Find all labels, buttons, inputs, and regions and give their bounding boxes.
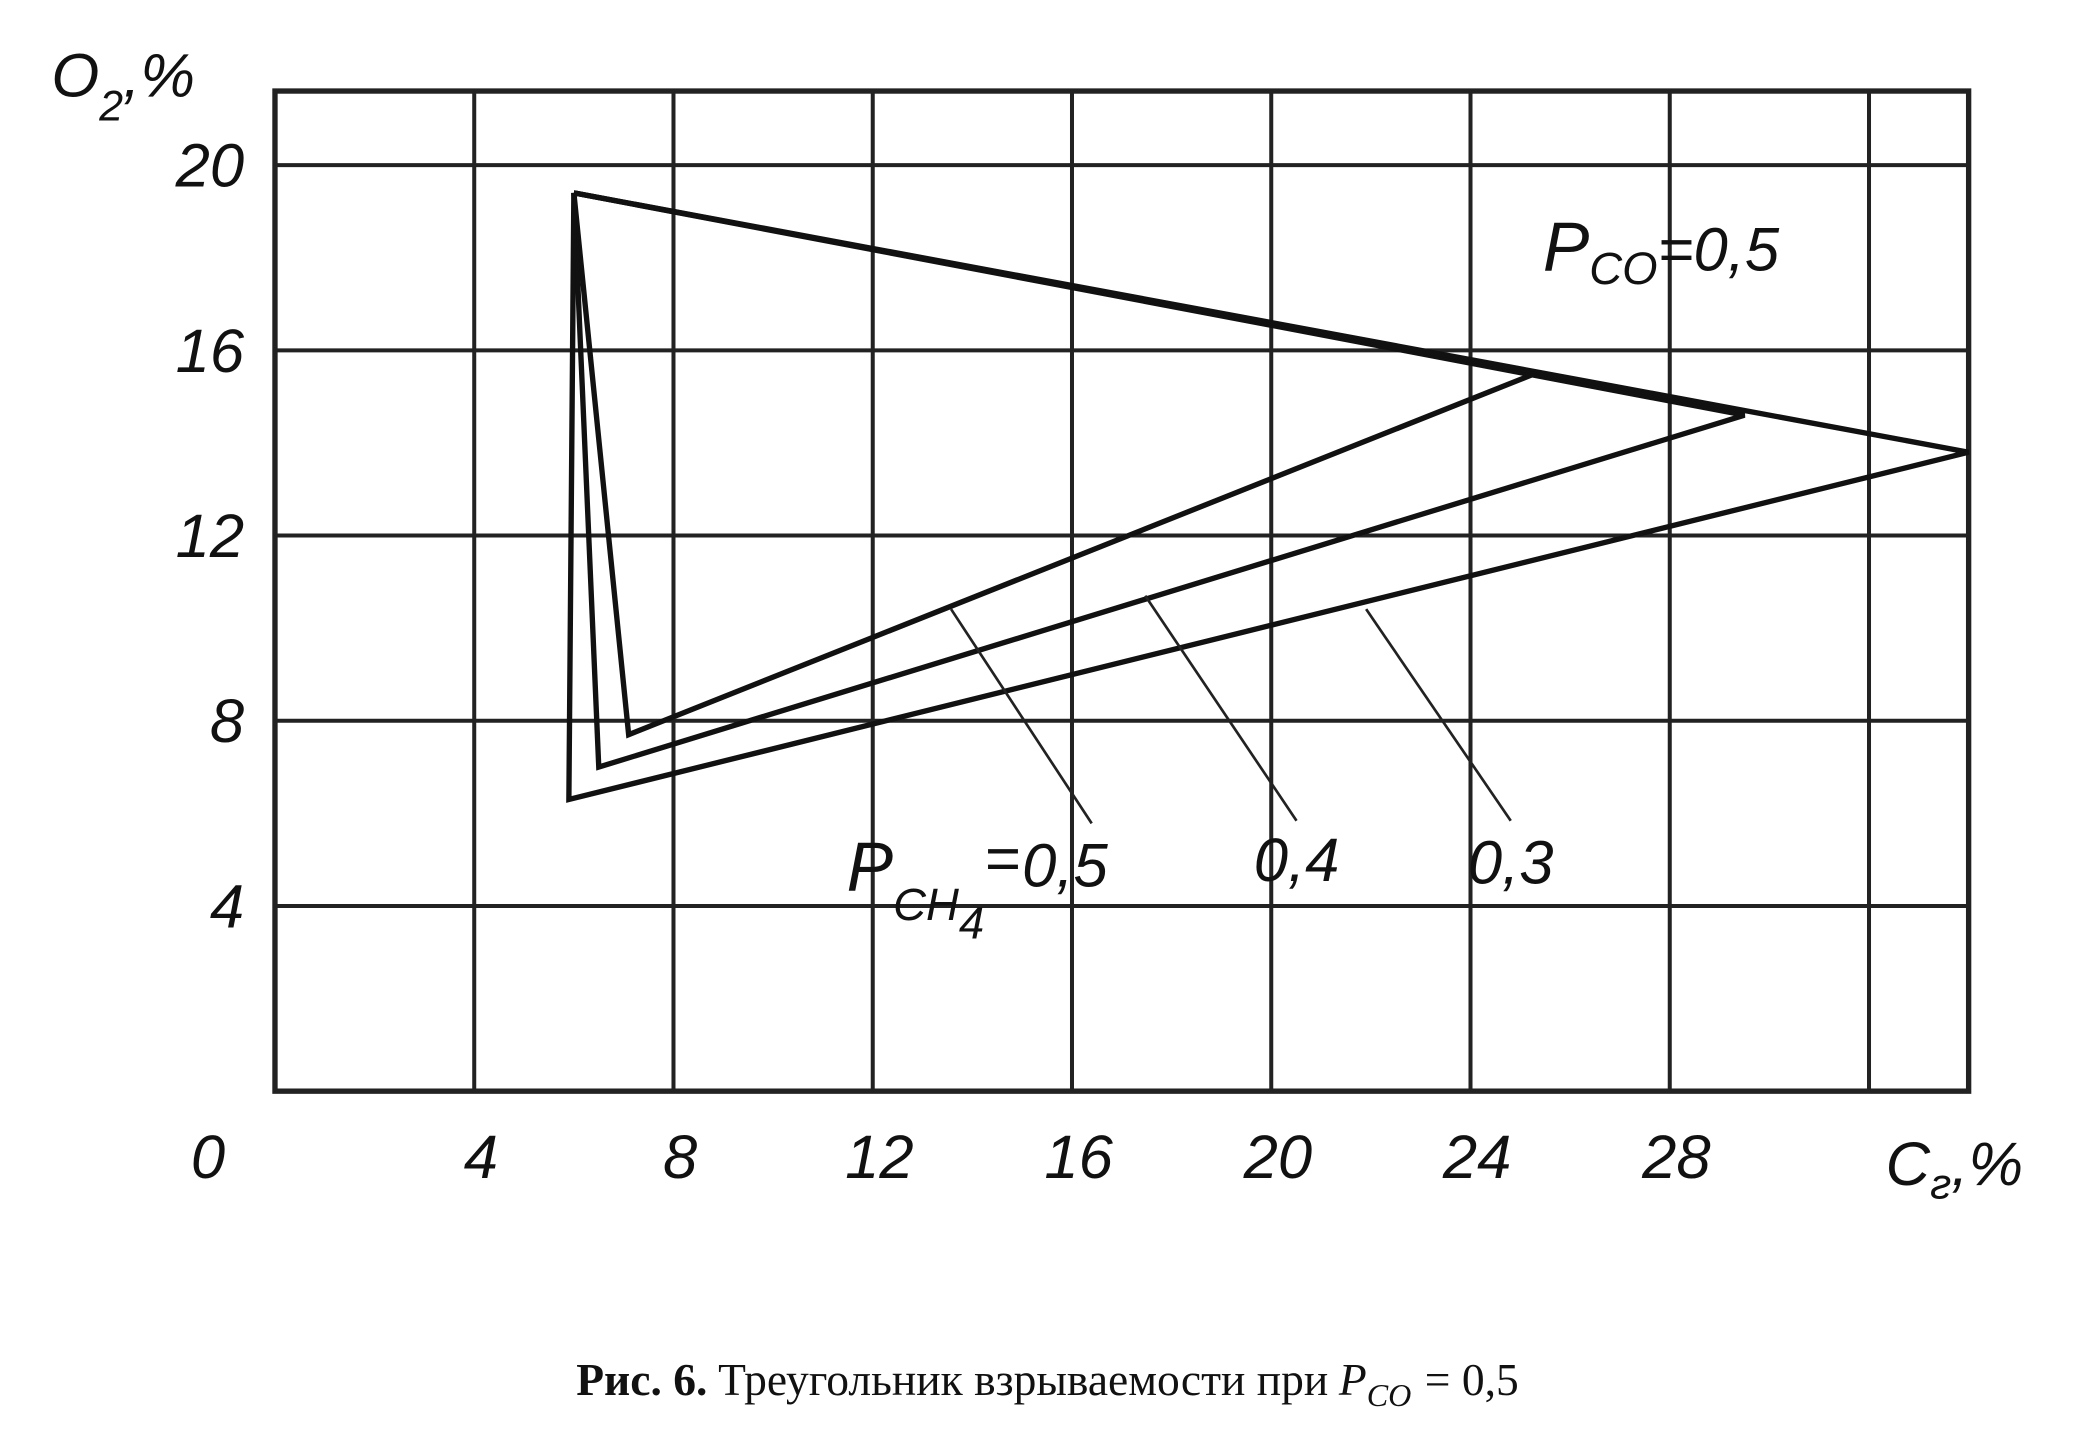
ann-sub: 4	[959, 898, 984, 949]
y-tick-label: 4	[210, 872, 244, 941]
annotation-pch4: PCH4=	[847, 825, 1020, 949]
caption: Рис. 6. Треугольник взрываемости при PCO = …	[576, 1354, 1518, 1413]
x-tick-label: 24	[1442, 1123, 1512, 1192]
x-label-unit: ,%	[1951, 1130, 2023, 1199]
y-tick-label: 16	[176, 317, 245, 386]
y-label-unit: ,%	[123, 41, 195, 110]
ann-eq: =	[984, 825, 1020, 894]
leader-line	[1365, 608, 1512, 822]
ann-var: P	[1543, 207, 1589, 285]
leader-line	[1144, 595, 1298, 822]
triangle-line	[566, 190, 1970, 803]
x-tick-label: 4	[464, 1123, 498, 1192]
caption-text: Треугольник взрываемости при	[718, 1354, 1328, 1405]
ann-sub: CH	[893, 879, 959, 930]
x-tick-label: 0	[191, 1123, 225, 1192]
triangles	[566, 190, 1970, 803]
x-tick-label: 12	[845, 1123, 914, 1192]
caption-sub: CO	[1367, 1377, 1412, 1413]
x-axis-label: Cг,%	[1886, 1130, 2023, 1208]
y-tick-label: 20	[175, 132, 245, 201]
ann-sub: CO	[1589, 243, 1657, 294]
y-label-sub: 2	[98, 82, 123, 130]
caption-var: P	[1338, 1354, 1367, 1405]
x-tick-label: 16	[1044, 1123, 1113, 1192]
x-tick-label: 28	[1641, 1123, 1711, 1192]
x-tick-label: 20	[1243, 1123, 1313, 1192]
y-label-main: O	[51, 41, 99, 110]
series-label: 0,4	[1254, 826, 1340, 895]
y-tick-label: 12	[176, 502, 245, 571]
annotation-pco: PCO=0,5	[1543, 207, 1780, 293]
ann-var: P	[847, 827, 893, 905]
x-tick-label: 8	[663, 1123, 697, 1192]
y-axis-label: O2,%	[51, 41, 195, 130]
caption-label: Рис. 6.	[576, 1354, 707, 1405]
caption-rest: = 0,5	[1425, 1354, 1519, 1405]
ann-value: =0,5	[1658, 215, 1780, 284]
series-label: 0,5	[1022, 831, 1108, 900]
series-label: 0,3	[1468, 829, 1554, 898]
y-tick-label: 8	[210, 687, 244, 756]
x-label-main: C	[1886, 1130, 1931, 1199]
x-label-sub: г	[1930, 1160, 1951, 1208]
leader-line	[949, 608, 1093, 825]
